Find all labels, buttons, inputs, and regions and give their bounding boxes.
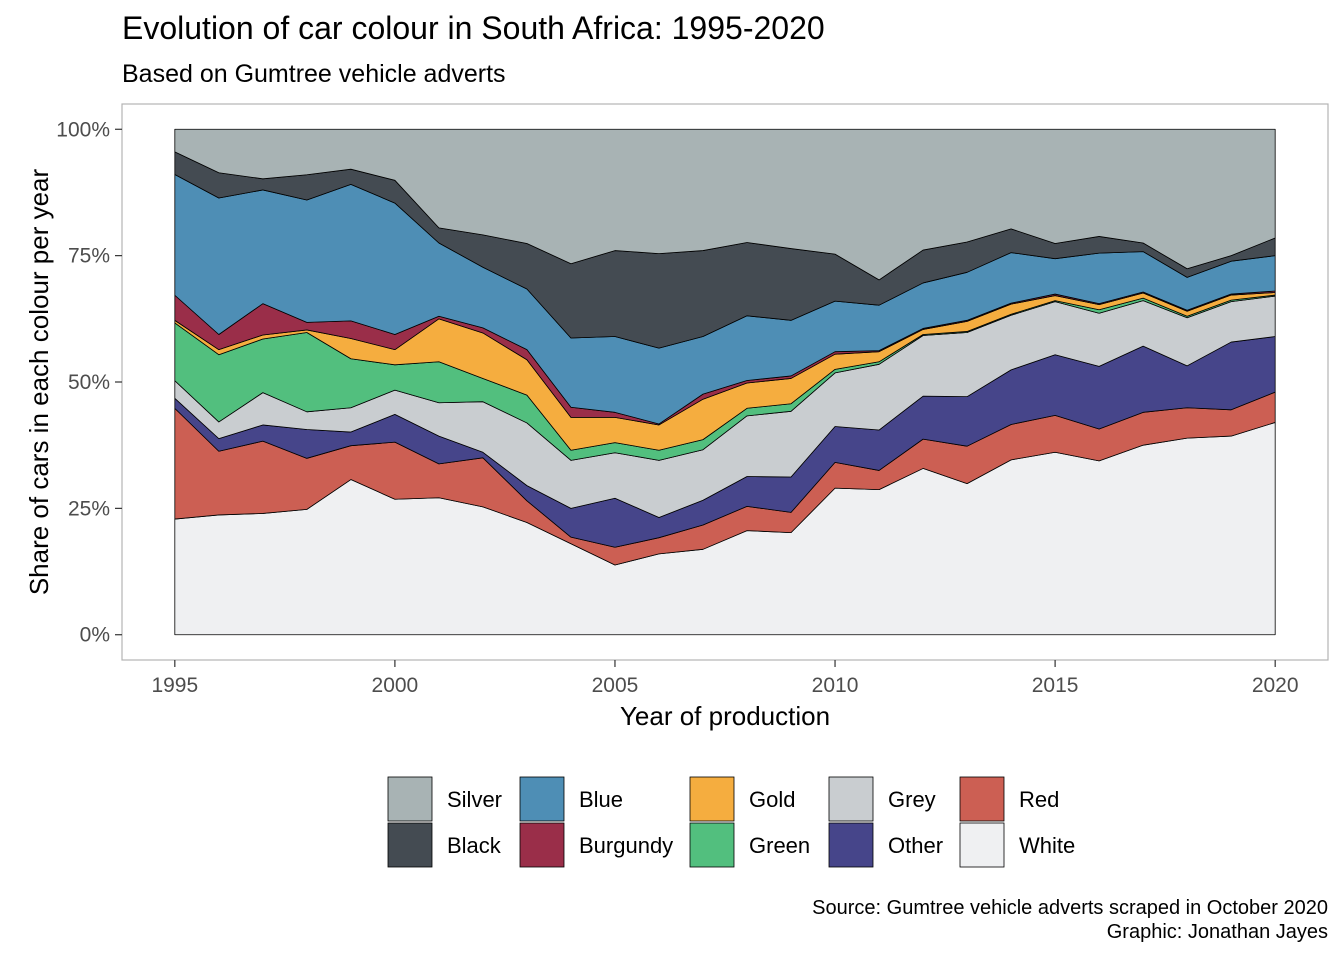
caption-credit: Graphic: Jonathan Jayes xyxy=(1106,921,1328,943)
caption-source: Source: Gumtree vehicle adverts scraped … xyxy=(812,897,1328,919)
legend-label-grey: Grey xyxy=(888,787,936,812)
x-axis-title: Year of production xyxy=(620,701,830,731)
area-layers xyxy=(174,128,1276,636)
y-tick-label: 75% xyxy=(68,245,110,268)
y-tick-label: 100% xyxy=(56,118,110,141)
chart-title: Evolution of car colour in South Africa:… xyxy=(122,10,825,46)
legend-label-green: Green xyxy=(749,833,810,858)
legend-label-black: Black xyxy=(447,833,502,858)
legend-key-other xyxy=(828,822,874,868)
legend-label-blue: Blue xyxy=(579,787,623,812)
x-axis: 1995 2000 2005 2010 2015 2020 xyxy=(151,660,1299,697)
y-axis: 0% 25% 50% 75% 100% xyxy=(56,118,122,647)
y-tick-label: 25% xyxy=(68,497,110,520)
x-tick-label: 1995 xyxy=(151,674,198,697)
legend-label-red: Red xyxy=(1019,787,1059,812)
legend-label-white: White xyxy=(1019,833,1075,858)
area-silver xyxy=(174,128,1276,281)
legend-key-red xyxy=(959,776,1005,822)
legend-key-silver xyxy=(387,776,433,822)
legend-key-white xyxy=(959,822,1005,868)
legend-label-burgundy: Burgundy xyxy=(579,833,673,858)
x-tick-label: 2010 xyxy=(812,674,859,697)
y-tick-label: 0% xyxy=(80,624,110,647)
legend-key-black xyxy=(387,822,433,868)
y-tick-label: 50% xyxy=(68,371,110,394)
x-tick-label: 2000 xyxy=(372,674,419,697)
caption: Source: Gumtree vehicle adverts scraped … xyxy=(812,896,1328,944)
legend-key-green xyxy=(689,822,735,868)
y-axis-title: Share of cars in each colour per year xyxy=(24,168,54,595)
legend-label-other: Other xyxy=(888,833,943,858)
x-tick-label: 2020 xyxy=(1252,674,1299,697)
legend-label-gold: Gold xyxy=(749,787,795,812)
legend-key-grey xyxy=(828,776,874,822)
chart-subtitle: Based on Gumtree vehicle adverts xyxy=(122,60,506,88)
legend-label-silver: Silver xyxy=(447,787,502,812)
legend-key-burgundy xyxy=(519,822,565,868)
legend: Silver Blue Gold Grey Red Black Burgundy Green O… xyxy=(387,776,1075,868)
x-tick-label: 2005 xyxy=(592,674,639,697)
legend-key-gold xyxy=(689,776,735,822)
legend-key-blue xyxy=(519,776,565,822)
x-tick-label: 2015 xyxy=(1032,674,1079,697)
